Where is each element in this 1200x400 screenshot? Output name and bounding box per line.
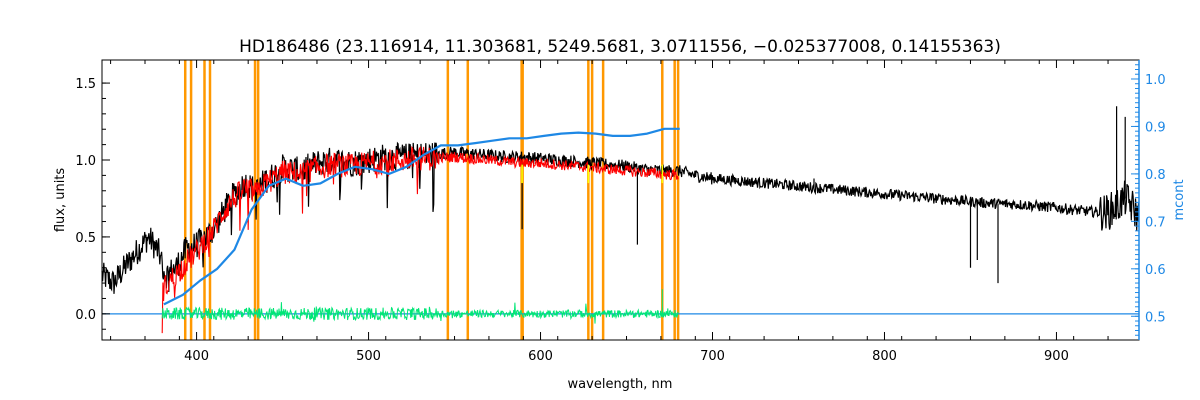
series-continuum — [163, 127, 680, 306]
series-residual — [161, 289, 679, 324]
x-tick-label: 500 — [356, 349, 381, 364]
series-layer — [101, 106, 1140, 334]
x-tick-label: 900 — [1044, 349, 1069, 364]
y-tick-label: 1.0 — [75, 154, 96, 169]
chart-title: HD186486 (23.116914, 11.303681, 5249.568… — [239, 37, 1001, 57]
y-tick-label: 0.5 — [75, 231, 96, 246]
y2-tick-label: 1.0 — [1145, 73, 1166, 88]
x-tick-label: 800 — [872, 349, 897, 364]
y-tick-label: 1.5 — [75, 77, 96, 92]
y2-tick-label: 0.9 — [1145, 120, 1166, 135]
y-tick-label: 0.0 — [75, 308, 96, 323]
y-axis-label: flux, units — [53, 168, 68, 233]
y2-axis-label: mcont — [1172, 179, 1187, 220]
y2-tick-label: 0.5 — [1145, 310, 1166, 325]
y2-tick-label: 0.8 — [1145, 168, 1166, 183]
axes: 400 500 600 700 800 900 0.0 0.5 1.0 1.5 0.5 0.6 0.7 0… — [75, 59, 1166, 364]
x-tick-label: 400 — [184, 349, 209, 364]
y2-tick-label: 0.6 — [1145, 263, 1166, 278]
x-tick-label: 700 — [700, 349, 725, 364]
y2-tick-label: 0.7 — [1145, 215, 1166, 230]
x-tick-label: 600 — [528, 349, 553, 364]
x-axis-label: wavelength, nm — [568, 377, 673, 392]
series-model — [161, 145, 679, 334]
